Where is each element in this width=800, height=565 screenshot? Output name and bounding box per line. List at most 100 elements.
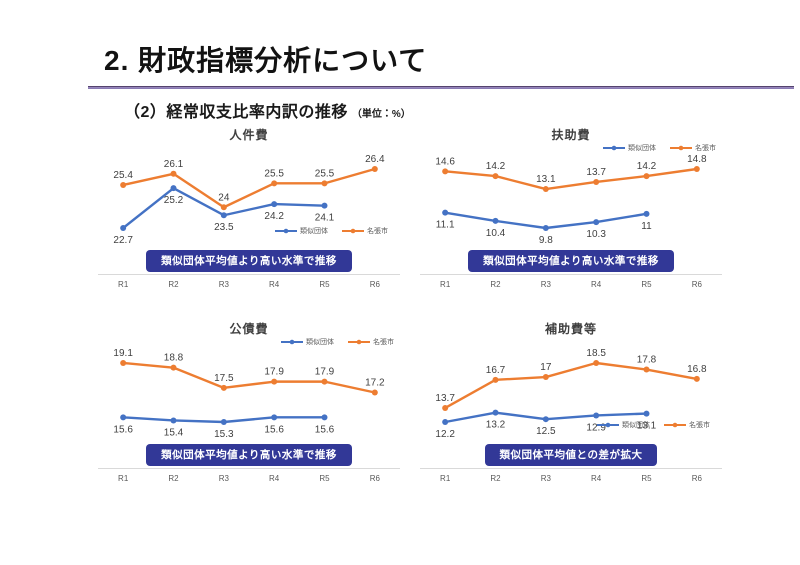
svg-text:13.1: 13.1: [536, 174, 556, 185]
legend-label: 名張市: [367, 228, 388, 235]
status-banner: 類似団体平均値より高い水準で推移: [146, 444, 352, 466]
banner-row: 類似団体平均値より高い水準で推移: [420, 248, 722, 274]
blue-line-legend-icon: [281, 339, 303, 345]
legend-item: 名張市: [342, 226, 388, 236]
legend-label: 名張市: [695, 145, 716, 152]
orange-line-legend-icon: [342, 228, 364, 234]
x-axis-label: R4: [269, 280, 280, 289]
status-banner: 類似団体平均値より高い水準で推移: [468, 250, 674, 272]
svg-text:24.1: 24.1: [315, 213, 335, 224]
x-axis-label: R4: [591, 280, 602, 289]
x-axis-label: R5: [319, 280, 330, 289]
svg-text:13.7: 13.7: [586, 167, 606, 178]
svg-text:17.5: 17.5: [214, 373, 234, 384]
line-chart: 12.2 13.2 12.5 12.9 13.1 13.7 16.7 17 18.5 17.8 16…: [435, 348, 707, 440]
chart-title: 補助費等: [544, 322, 597, 336]
svg-text:25.4: 25.4: [113, 170, 133, 181]
slide-header: 2. 財政指標分析について （2）経常収支比率内訳の推移 （単位：%）: [0, 0, 800, 122]
title-divider: [88, 85, 794, 89]
orange-line-legend-icon: [670, 145, 692, 151]
line-chart: 15.6 15.4 15.3 15.6 15.6 19.1 18.8 17.5 17.9 17.9…: [113, 348, 385, 440]
legend-label: 名張市: [689, 422, 710, 429]
blue-line-legend-icon: [275, 228, 297, 234]
svg-text:25.5: 25.5: [315, 168, 335, 179]
chart-panel-assistance-cost: 扶助費 11.1 10.4 9.8 10.3 11 14.6 14.2 13.1 13.7 14.…: [420, 126, 722, 294]
orange-line-legend-icon: [664, 422, 686, 428]
section-subtitle: （2）経常収支比率内訳の推移: [124, 103, 348, 121]
svg-text:14.2: 14.2: [486, 161, 506, 172]
x-axis-label: R1: [440, 474, 451, 483]
svg-text:17.9: 17.9: [315, 367, 335, 378]
chart-legend: 類似団体 名張市: [281, 337, 394, 347]
chart-panel-personnel-cost: 人件費 22.7 25.2 23.5 24.2 24.1 25.4 26.1 24 25.5 25…: [98, 126, 400, 294]
x-axis-label: R5: [641, 280, 652, 289]
svg-text:14.8: 14.8: [687, 154, 707, 165]
legend-label: 類似団体: [300, 228, 328, 235]
svg-text:17.8: 17.8: [637, 355, 657, 366]
svg-text:26.1: 26.1: [164, 159, 184, 170]
chart-title: 扶助費: [551, 128, 591, 142]
svg-text:15.3: 15.3: [214, 429, 234, 440]
svg-text:24: 24: [218, 192, 230, 203]
svg-text:18.8: 18.8: [164, 353, 184, 364]
x-axis-label: R2: [168, 280, 179, 289]
page-title: 2. 財政指標分析について: [104, 45, 428, 76]
blue-line-legend-icon: [603, 145, 625, 151]
x-axis: R1 R2 R3 R4 R5 R6: [98, 468, 400, 488]
status-banner: 類似団体平均値より高い水準で推移: [146, 250, 352, 272]
x-axis-label: R3: [218, 280, 229, 289]
svg-text:22.7: 22.7: [113, 235, 133, 246]
svg-text:23.5: 23.5: [214, 222, 234, 233]
svg-text:14.6: 14.6: [435, 156, 455, 167]
svg-text:17.2: 17.2: [365, 378, 385, 389]
x-axis-label: R5: [319, 474, 330, 483]
legend-label: 類似団体: [306, 339, 334, 346]
x-axis-label: R2: [490, 280, 501, 289]
svg-text:13.7: 13.7: [435, 393, 455, 404]
x-axis-label: R6: [369, 474, 380, 483]
banner-row: 類似団体平均値より高い水準で推移: [98, 248, 400, 274]
status-banner: 類似団体平均値との差が拡大: [484, 444, 658, 466]
svg-text:10.3: 10.3: [586, 229, 606, 240]
x-axis-label: R5: [641, 474, 652, 483]
svg-text:25.5: 25.5: [264, 168, 284, 179]
legend-label: 類似団体: [628, 145, 656, 152]
chart-legend: 類似団体 名張市: [603, 143, 716, 153]
svg-text:17: 17: [540, 362, 552, 373]
svg-text:15.6: 15.6: [315, 424, 335, 435]
chart-title: 人件費: [229, 128, 269, 142]
legend-item: 名張市: [348, 337, 394, 347]
svg-text:19.1: 19.1: [113, 348, 133, 359]
svg-text:10.4: 10.4: [486, 228, 506, 239]
svg-text:24.2: 24.2: [264, 211, 284, 222]
x-axis-label: R6: [691, 280, 702, 289]
svg-text:12.5: 12.5: [536, 426, 556, 437]
x-axis-label: R3: [540, 280, 551, 289]
x-axis-label: R2: [168, 474, 179, 483]
legend-item: 名張市: [670, 143, 716, 153]
svg-text:16.8: 16.8: [687, 364, 707, 375]
charts-grid: 人件費 22.7 25.2 23.5 24.2 24.1 25.4 26.1 24 25.5 25…: [98, 126, 722, 488]
chart-title: 公債費: [229, 322, 269, 336]
legend-item: 名張市: [664, 420, 710, 430]
x-axis: R1 R2 R3 R4 R5 R6: [98, 274, 400, 294]
line-chart: 11.1 10.4 9.8 10.3 11 14.6 14.2 13.1 13.7 14.2 14.…: [435, 154, 707, 246]
svg-text:16.7: 16.7: [486, 365, 506, 376]
orange-line-legend-icon: [348, 339, 370, 345]
svg-text:9.8: 9.8: [539, 235, 553, 246]
x-axis-label: R3: [540, 474, 551, 483]
x-axis-label: R4: [591, 474, 602, 483]
svg-text:15.4: 15.4: [164, 427, 184, 438]
legend-item: 類似団体: [597, 420, 650, 430]
blue-line-legend-icon: [597, 422, 619, 428]
x-axis-label: R2: [490, 474, 501, 483]
legend-item: 類似団体: [281, 337, 334, 347]
line-chart: 22.7 25.2 23.5 24.2 24.1 25.4 26.1 24 25.5 25.5 26…: [113, 154, 385, 246]
x-axis-label: R6: [691, 474, 702, 483]
legend-label: 名張市: [373, 339, 394, 346]
x-axis-label: R6: [369, 280, 380, 289]
svg-text:13.1: 13.1: [637, 421, 657, 432]
x-axis: R1 R2 R3 R4 R5 R6: [420, 274, 722, 294]
x-axis: R1 R2 R3 R4 R5 R6: [420, 468, 722, 488]
